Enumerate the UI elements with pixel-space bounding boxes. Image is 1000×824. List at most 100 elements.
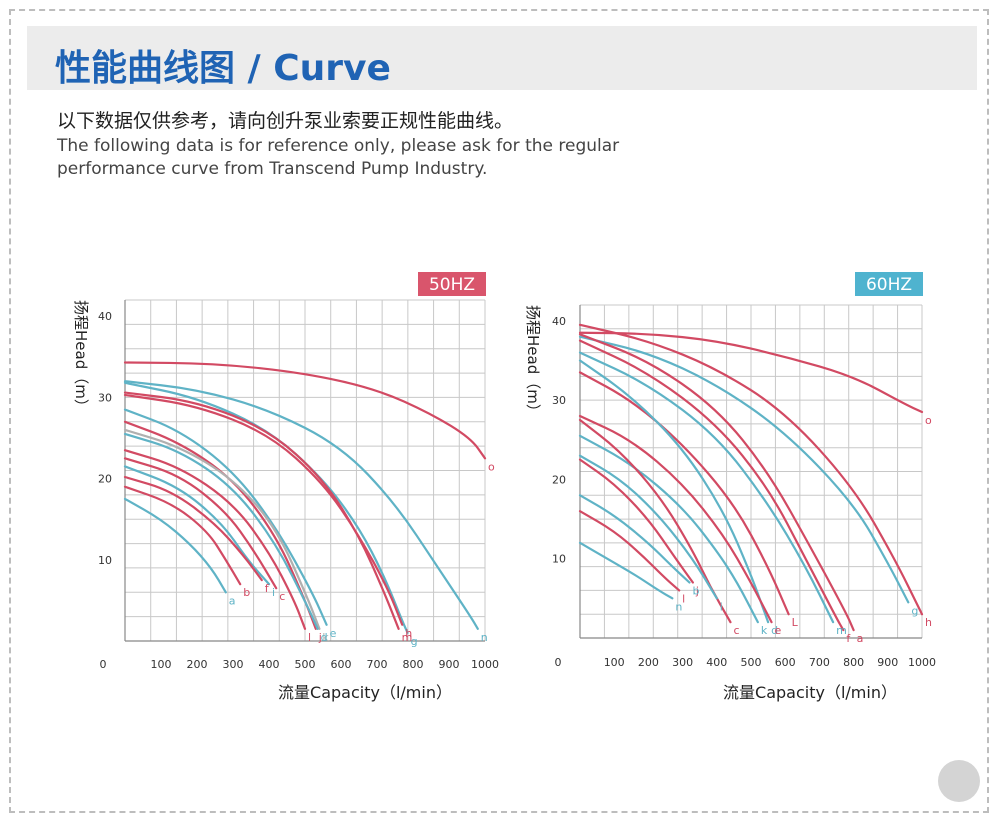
y-tick-label: 10 [98, 554, 112, 567]
curve-f [578, 339, 845, 632]
x-tick-label: 600 [775, 656, 796, 669]
curve-label-e: e [775, 624, 782, 637]
x-tick-label: 200 [638, 656, 659, 669]
x-tick-label: 800 [403, 658, 424, 671]
x-axis-label: 流量Capacity（l/min） [278, 683, 452, 702]
x-tick-label: 400 [706, 656, 727, 669]
frequency-badge [418, 272, 486, 296]
curve-label-h: h [405, 627, 412, 640]
curve-label-a: a [857, 632, 864, 645]
curve-h [123, 393, 404, 626]
curve-b [578, 494, 691, 584]
curve-label-n: n [675, 600, 682, 613]
watermark-logo [938, 760, 980, 802]
dashed-frame [9, 9, 989, 813]
x-tick-label: 800 [843, 656, 864, 669]
x-tick-label: 900 [439, 658, 460, 671]
curve-label-L: L [792, 616, 799, 629]
curve-label-n: n [481, 631, 488, 644]
reference-note-en-line1: The following data is for reference only… [57, 136, 620, 156]
curve-m [123, 391, 400, 630]
curve-label-o: o [925, 414, 932, 427]
curve-label-l: l [308, 631, 311, 644]
curve-label-g: g [911, 604, 918, 617]
x-tick-label: 600 [331, 658, 352, 671]
curve-label-k: k [322, 631, 329, 644]
curve-k [578, 434, 759, 624]
curve-g [578, 335, 910, 604]
y-tick-label: 20 [98, 473, 112, 486]
y-tick-label: 30 [552, 394, 566, 407]
curve-j [578, 458, 694, 584]
curve-i [578, 454, 718, 600]
curve-i [123, 465, 271, 586]
curve-label-b: b [243, 586, 250, 599]
curve-a [123, 497, 227, 594]
curve-e [123, 408, 328, 626]
x-axis-label: 流量Capacity（l/min） [723, 683, 897, 702]
curve-e [578, 414, 773, 624]
curve-label-a: a [229, 594, 236, 607]
curve-n [578, 541, 674, 600]
curve-label-i: i [720, 600, 723, 613]
curve-label-m: m [836, 624, 847, 637]
curve-label-b: b [692, 585, 699, 598]
y-tick-label: 40 [552, 315, 566, 328]
x-tick-label: 100 [151, 658, 172, 671]
curve-label-k: k [761, 624, 768, 637]
x-tick-label: 1000 [471, 658, 499, 671]
curve-c [123, 457, 278, 590]
curve-label-h: h [925, 616, 932, 629]
reference-note-cn: 以下数据仅供参考，请向创升泵业索要正规性能曲线。 [57, 110, 514, 132]
x-tick-label: 300 [223, 658, 244, 671]
title-band [27, 26, 977, 90]
frequency-badge-label: 60HZ [866, 275, 912, 295]
curve-label-m: m [402, 631, 413, 644]
curve-label-e: e [330, 627, 337, 640]
curve-c [578, 418, 732, 624]
curve-l [578, 510, 681, 592]
curve-label-c: c [733, 624, 739, 637]
curve-label-g: g [411, 635, 418, 648]
y-axis-label: 扬程Head（m） [72, 300, 90, 414]
curve-h [578, 323, 924, 616]
curve-label-f: f [265, 582, 270, 595]
x-tick-label: 700 [367, 658, 388, 671]
x-tick-label: 500 [295, 658, 316, 671]
y-tick-label: 30 [98, 391, 112, 404]
curve-f [123, 475, 263, 582]
x-tick-label: 200 [187, 658, 208, 671]
curve-k [123, 428, 321, 630]
x-tick-label: 0 [555, 656, 562, 669]
x-tick-label: 700 [809, 656, 830, 669]
x-tick-label: 1000 [908, 656, 936, 669]
curve-label-d: d [771, 624, 778, 637]
y-tick-label: 20 [552, 473, 566, 486]
curve-m [578, 351, 835, 624]
x-tick-label: 900 [877, 656, 898, 669]
curve-a [578, 333, 855, 632]
x-tick-label: 500 [741, 656, 762, 669]
curve-label-d: d [321, 631, 328, 644]
curve-d [578, 359, 770, 624]
y-tick-label: 40 [98, 310, 112, 323]
curve-label-j: j [695, 585, 699, 598]
curve-label-i: i [272, 586, 275, 599]
y-axis-label: 扬程Head（m） [524, 305, 542, 419]
reference-note-en-line2: performance curve from Transcend Pump In… [57, 159, 488, 179]
curve-b [123, 485, 242, 586]
curve-label-c: c [279, 590, 285, 603]
curve-L [578, 371, 790, 616]
curve-label-o: o [488, 460, 495, 473]
curve-n [123, 380, 479, 630]
curve-label-l: l [682, 592, 685, 605]
frequency-badge-label: 50HZ [429, 275, 475, 295]
x-tick-label: 0 [100, 658, 107, 671]
curve-o [123, 361, 487, 460]
curve-l [123, 449, 307, 630]
x-tick-label: 100 [604, 656, 625, 669]
curve-g [123, 381, 409, 634]
x-tick-label: 400 [259, 658, 280, 671]
curve-d [123, 432, 319, 630]
